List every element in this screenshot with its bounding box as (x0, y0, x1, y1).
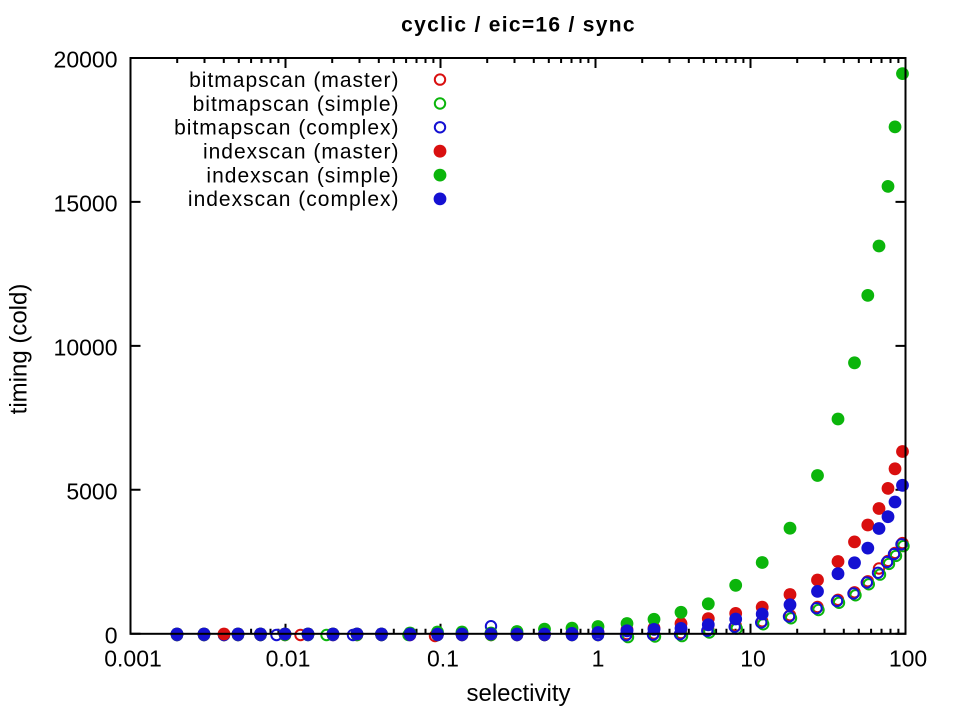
svg-text:indexscan (complex): indexscan (complex) (188, 188, 400, 211)
svg-text:indexscan (simple): indexscan (simple) (206, 164, 399, 187)
svg-text:10: 10 (740, 646, 766, 672)
svg-text:0.001: 0.001 (104, 646, 162, 672)
svg-text:selectivity: selectivity (466, 680, 570, 707)
svg-text:indexscan (master): indexscan (master) (203, 141, 400, 164)
svg-text:bitmapscan (simple): bitmapscan (simple) (193, 93, 400, 116)
svg-text:10000: 10000 (54, 334, 118, 360)
svg-text:20000: 20000 (54, 47, 118, 73)
svg-text:bitmapscan (complex): bitmapscan (complex) (174, 117, 399, 140)
svg-text:0.01: 0.01 (266, 646, 311, 672)
svg-text:100: 100 (889, 646, 927, 672)
svg-text:timing (cold): timing (cold) (6, 284, 33, 415)
svg-text:5000: 5000 (66, 478, 117, 504)
svg-text:bitmapscan (master): bitmapscan (master) (189, 69, 399, 92)
svg-text:0: 0 (105, 622, 118, 648)
svg-text:0.1: 0.1 (427, 646, 459, 672)
svg-text:cyclic / eic=16 / sync: cyclic / eic=16 / sync (401, 14, 636, 37)
svg-text:15000: 15000 (54, 190, 118, 216)
svg-text:1: 1 (592, 646, 605, 672)
